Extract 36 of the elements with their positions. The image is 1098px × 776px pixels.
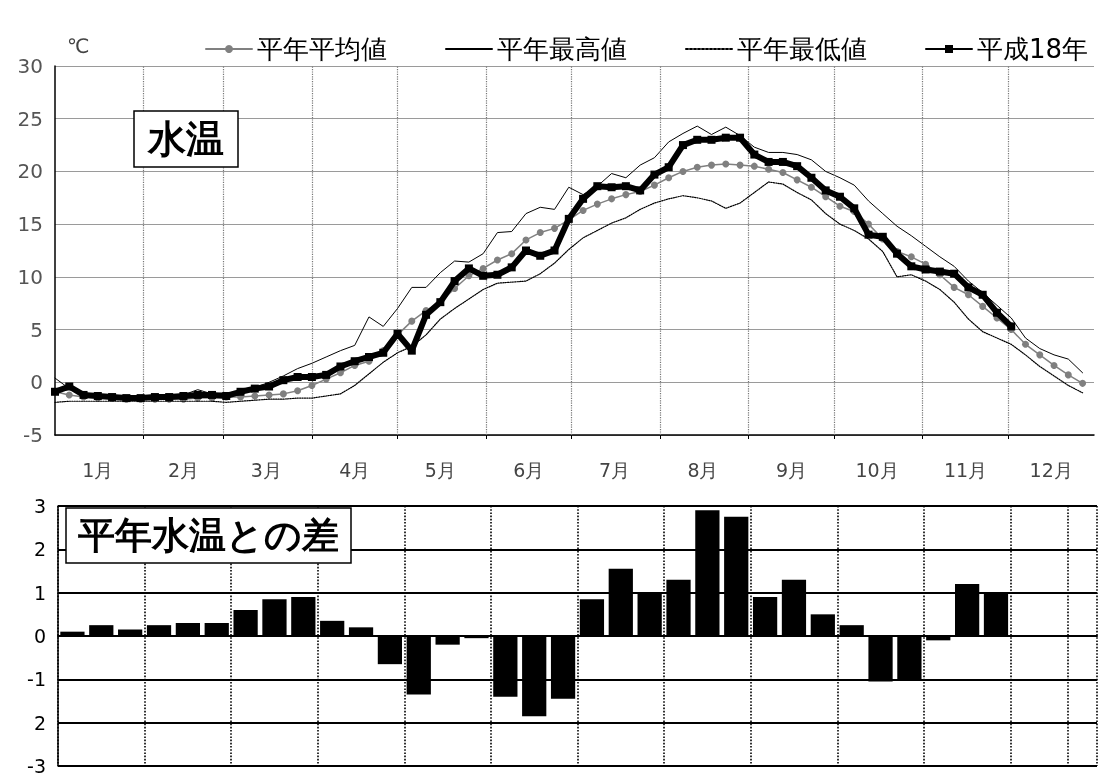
y-tick-label: 30: [17, 54, 43, 78]
point: [593, 182, 602, 191]
legend-label: 平年最高値: [497, 34, 627, 64]
legend-label: 平成18年: [977, 34, 1089, 64]
y-tick-label: -5: [23, 423, 43, 447]
x-tick-label: 5月: [424, 458, 456, 481]
x-tick-label: 8月: [687, 458, 719, 481]
x-tick-label: 7月: [598, 458, 631, 481]
y-tick-label: 15: [17, 212, 43, 237]
point: [236, 387, 245, 396]
x-tick-label: 6月: [513, 458, 545, 481]
y-tick-label: 2: [33, 538, 46, 561]
y-tick-label: 25: [17, 106, 43, 131]
x-tick-label: 10月: [855, 458, 899, 481]
y-tick-label: -3: [27, 755, 46, 776]
x-tick-label: 1月: [82, 458, 114, 481]
y-tick-label: 3: [33, 495, 46, 517]
x-tick-label: 12月: [1029, 458, 1073, 481]
x-tick-label: 4月: [339, 458, 371, 481]
y-tick-label: -1: [27, 668, 46, 691]
legend-label: 平年最低値: [737, 34, 867, 64]
y-tick-label: 20: [17, 159, 43, 184]
legend-label: 平年平均値: [257, 34, 387, 64]
x-tick-label: 2月: [167, 458, 199, 481]
y-tick-label: 0: [30, 370, 43, 395]
chart-title: 平年水温との差: [78, 514, 339, 557]
y-tick-label: 10: [17, 264, 43, 289]
x-tick-label: 11月: [943, 458, 988, 481]
y-tick-label: 5: [30, 317, 43, 342]
x-tick-label: 9月: [775, 458, 807, 481]
y-tick-label: 0: [33, 625, 46, 647]
y-axis-title: ℃: [67, 34, 90, 58]
text: 水温: [147, 117, 224, 161]
y-tick-label: 1: [33, 581, 46, 604]
x-tick-label: 3月: [250, 458, 282, 481]
y-tick-label: 2: [33, 711, 46, 734]
